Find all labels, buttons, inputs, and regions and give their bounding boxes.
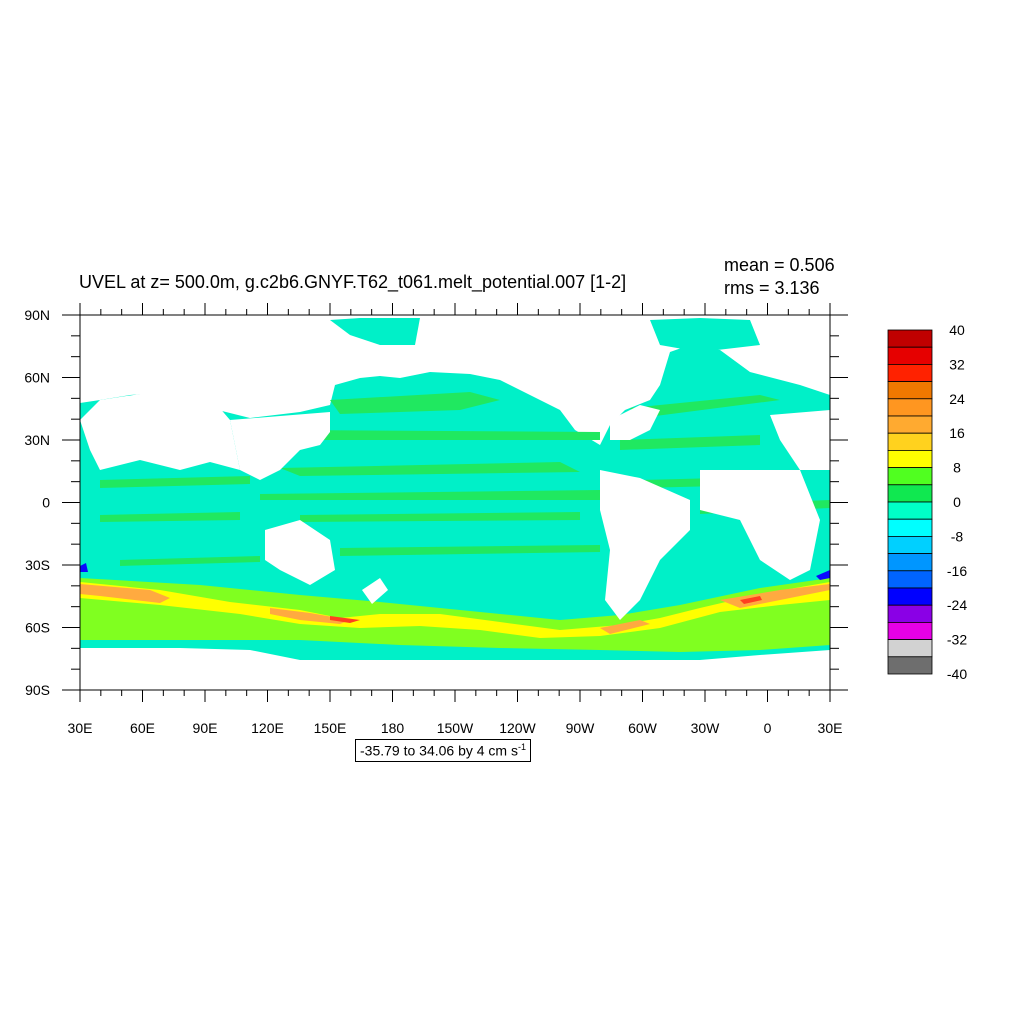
colorbar-swatch (887, 622, 933, 641)
lon-tick-label: 30E (818, 720, 843, 736)
colorbar-label: -40 (947, 666, 967, 682)
lon-tick-label: 120W (499, 720, 536, 736)
colorbar-swatch (887, 346, 933, 365)
lat-tick-label: 90S (25, 682, 50, 698)
colorbar-swatch (887, 501, 933, 520)
axis-labels: 30E 60E 90E 120E 150E 180 150W 120W 90W 60W 30W 0 30… (24, 307, 842, 736)
colorbar-swatch (887, 587, 933, 606)
acc-band (80, 578, 830, 652)
lon-tick-label: 30E (68, 720, 93, 736)
colorbar-swatch (887, 381, 933, 400)
colorbar-label: 40 (949, 322, 965, 338)
colorbar-swatch (887, 656, 933, 675)
lon-tick-label: 180 (381, 720, 405, 736)
lat-tick-label: 90N (24, 307, 50, 323)
colorbar-label: 16 (949, 425, 965, 441)
colorbar-swatch (887, 398, 933, 417)
lat-tick-label: 0 (42, 495, 50, 511)
western-boundary (80, 563, 88, 572)
colorbar-swatch (887, 363, 933, 382)
colorbar-swatch (887, 604, 933, 623)
colorbar-label: -32 (947, 632, 967, 648)
colorbar-swatch (887, 570, 933, 589)
colorbar-swatch (887, 467, 933, 486)
colorbar-label: -8 (951, 528, 964, 544)
lat-tick-label: 60N (24, 370, 50, 386)
colorbar-swatch (887, 639, 933, 658)
colorbar-swatch (887, 536, 933, 555)
colorbar-label: 32 (949, 356, 965, 372)
lon-tick-label: 0 (764, 720, 772, 736)
colorbar-swatch (887, 415, 933, 434)
lon-tick-label: 150W (437, 720, 474, 736)
lon-tick-label: 150E (314, 720, 347, 736)
colorbar-swatch (887, 518, 933, 537)
acc-jet (80, 584, 170, 603)
colorbar-swatch (887, 432, 933, 451)
colorbar-swatch (887, 553, 933, 572)
colorbar-swatch (887, 484, 933, 503)
contour-info-box: -35.79 to 34.06 by 4 cm s-1 (355, 739, 531, 762)
colorbar-label: -16 (947, 563, 967, 579)
plot-title: UVEL at z= 500.0m, g.c2b6.GNYF.T62_t061.… (79, 272, 627, 292)
rms-value: rms = 3.136 (724, 278, 820, 298)
colorbar-label: 0 (953, 494, 961, 510)
mean-value: mean = 0.506 (724, 255, 835, 275)
axis-ticks (62, 303, 848, 702)
lat-tick-label: 30S (25, 557, 50, 573)
lon-tick-label: 30W (691, 720, 721, 736)
lon-tick-label: 60W (628, 720, 658, 736)
map-field (80, 318, 830, 690)
lon-tick-label: 120E (251, 720, 284, 736)
colorbar-label: -24 (947, 597, 967, 613)
contour-info-text: -35.79 to 34.06 by 4 cm s (360, 742, 518, 759)
lon-tick-label: 60E (130, 720, 155, 736)
colorbar-swatch (887, 329, 933, 348)
unit-exponent: -1 (517, 742, 526, 752)
colorbar: 40 32 24 16 8 0 -8 -16 -24 -32 -40 (887, 322, 967, 682)
lat-tick-label: 60S (25, 620, 50, 636)
lon-tick-label: 90E (193, 720, 218, 736)
continents (80, 318, 830, 690)
colorbar-label: 8 (953, 460, 961, 476)
colorbar-swatch (887, 449, 933, 468)
lon-tick-label: 90W (566, 720, 596, 736)
colorbar-label: 24 (949, 391, 965, 407)
lat-tick-label: 30N (24, 432, 50, 448)
